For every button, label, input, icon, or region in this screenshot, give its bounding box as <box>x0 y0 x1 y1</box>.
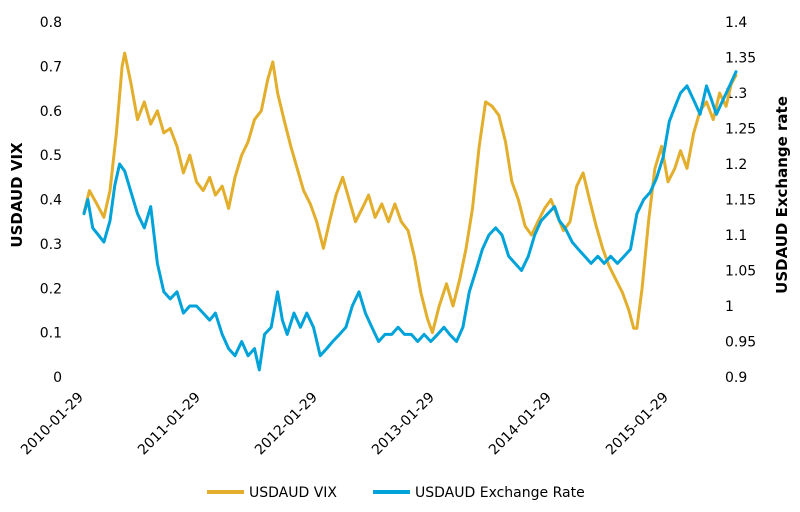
left-tick-label: 0.3 <box>40 237 62 253</box>
left-axis-tick-labels: 0 0.1 0.2 0.3 0.4 0.5 0.6 0.7 0.8 <box>40 15 62 386</box>
left-tick-label: 0.8 <box>40 15 62 31</box>
legend-label-vix: USDAUD VIX <box>249 485 337 501</box>
right-tick-label: 0.95 <box>725 335 756 351</box>
legend-label-exchange-rate: USDAUD Exchange Rate <box>415 485 585 501</box>
right-tick-label: 1.1 <box>725 228 747 244</box>
legend-item-vix: USDAUD VIX <box>207 485 337 501</box>
series-layer <box>82 51 738 372</box>
right-tick-label: 1.25 <box>725 122 756 138</box>
x-tick-label: 2010-01-29 <box>18 390 87 459</box>
left-tick-label: 0.1 <box>40 326 62 342</box>
left-tick-label: 0.4 <box>40 193 62 209</box>
x-tick-label: 2014-01-29 <box>486 390 555 459</box>
right-tick-label: 1.35 <box>725 51 756 67</box>
x-tick-label: 2012-01-29 <box>252 390 321 459</box>
x-tick-label: 2013-01-29 <box>369 390 438 459</box>
left-tick-label: 0.6 <box>40 104 62 120</box>
right-tick-label: 1 <box>725 299 734 315</box>
right-tick-label: 1.2 <box>725 157 747 173</box>
right-tick-label: 0.9 <box>725 370 747 386</box>
left-tick-label: 0.2 <box>40 281 62 297</box>
right-axis-title: USDAUD Exchange rate <box>773 96 791 294</box>
legend: USDAUD VIX USDAUD Exchange Rate <box>207 485 585 501</box>
left-tick-label: 0 <box>53 370 62 386</box>
x-axis-tick-labels: 2010-01-29 2011-01-29 2012-01-29 2013-01-29… <box>18 390 672 459</box>
right-tick-label: 1.4 <box>725 15 747 31</box>
left-tick-label: 0.5 <box>40 148 62 164</box>
series-line-vix <box>82 51 738 335</box>
left-axis-title: USDAUD VIX <box>8 142 26 248</box>
right-tick-label: 1.15 <box>725 193 756 209</box>
x-tick-label: 2011-01-29 <box>135 390 204 459</box>
legend-item-exchange-rate: USDAUD Exchange Rate <box>373 485 585 501</box>
right-tick-label: 1.05 <box>725 264 756 280</box>
left-tick-label: 0.7 <box>40 59 62 75</box>
series-line-exchange-rate <box>82 70 738 372</box>
x-tick-label: 2015-01-29 <box>603 390 672 459</box>
